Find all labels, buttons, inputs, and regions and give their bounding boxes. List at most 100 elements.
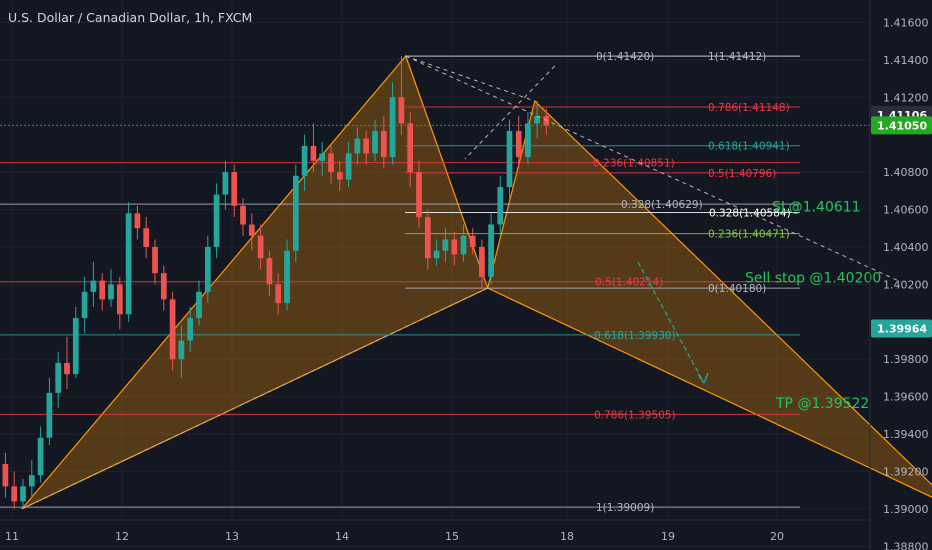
connector-xb — [21, 287, 488, 510]
candle-body — [204, 246, 211, 292]
candle-body — [416, 172, 422, 218]
candle-body — [213, 194, 220, 247]
candle-body — [319, 153, 326, 161]
candle-body — [222, 172, 229, 195]
pattern-bcd — [486, 99, 932, 498]
connector-extension — [464, 65, 556, 160]
candle-body — [451, 239, 458, 255]
candle-body — [534, 115, 540, 124]
x-tick-label: 14 — [335, 530, 349, 543]
y-tick-label: 1.41200 — [883, 91, 929, 104]
candle-body — [479, 246, 485, 277]
fib-level-label: 0.236(1.40851) — [593, 158, 675, 170]
fib-level-label: 0.328(1.40629) — [621, 199, 703, 211]
candle-body — [99, 280, 106, 300]
projection-arrow-head-icon — [697, 372, 709, 384]
candle-body — [497, 187, 504, 225]
y-tick-label: 1.41600 — [883, 16, 929, 29]
chart-grid — [0, 0, 870, 547]
fib-level-label: 0.786(1.41148) — [708, 102, 790, 114]
price-axis[interactable]: 1.41600 1.41400 1.41200 1.40800 1.40600 1.404… — [871, 16, 932, 550]
candle-body — [125, 213, 132, 315]
price-badge — [871, 319, 932, 338]
y-tick-label: 1.38800 — [883, 540, 929, 550]
candle-body — [525, 123, 531, 158]
candle-body — [407, 123, 414, 173]
candle-body — [515, 130, 522, 158]
candle-body — [301, 145, 308, 176]
y-tick-label: 1.41400 — [883, 54, 929, 67]
candle-body — [380, 130, 387, 158]
candle-body — [11, 486, 18, 502]
fib-level-label: 0.5(1.40796) — [708, 168, 776, 180]
candle-body — [46, 392, 53, 438]
x-tick-label: 20 — [770, 530, 784, 543]
candle-body — [292, 175, 299, 251]
candle-body — [108, 284, 114, 300]
y-tick-label: 1.39600 — [883, 391, 929, 404]
candle-body — [469, 235, 476, 247]
candle-body — [37, 437, 44, 476]
candle-body — [152, 246, 158, 274]
candle-body — [160, 273, 167, 300]
candle-body — [90, 280, 97, 292]
candle-body — [169, 299, 176, 360]
y-tick-label: 1.40800 — [883, 166, 929, 179]
fib-level-label: 0.618(1.39930) — [594, 330, 676, 342]
candle-body — [55, 362, 62, 393]
candle-body — [187, 318, 194, 341]
candle-body — [354, 138, 361, 154]
fib-level-label: 0.5(1.40214) — [595, 277, 663, 289]
overlay-lines — [0, 55, 898, 510]
fib-level-label: 0(1.41420) — [596, 51, 654, 63]
candles — [2, 56, 550, 509]
candle-body — [2, 463, 9, 487]
projection-arrow-line — [637, 261, 705, 384]
x-tick-label: 12 — [115, 530, 129, 543]
x-tick-label: 13 — [225, 530, 239, 543]
candle-body — [310, 145, 317, 161]
y-tick-label: 1.39000 — [883, 503, 929, 516]
trade-annotation: Sell stop @1.40200 — [745, 270, 881, 286]
fib-level-label: 0(1.40180) — [708, 283, 766, 295]
candle-body — [372, 130, 378, 154]
y-tick-label: 1.39200 — [883, 465, 929, 478]
candle-body — [240, 205, 246, 225]
candle-body — [116, 284, 123, 315]
candle-body — [442, 239, 449, 251]
fib-levels: 0(1.41420) 1(1.41412) 0.786(1.41148) 0.618(… — [0, 51, 800, 514]
candle-body — [363, 138, 370, 154]
fib-level-label: 0.236(1.40471) — [708, 229, 790, 241]
x-tick-label: 18 — [560, 530, 574, 543]
candle-body — [284, 250, 290, 304]
candle-body — [196, 291, 202, 319]
candle-body — [424, 217, 431, 259]
connector-ad — [405, 55, 898, 281]
fib-level-label: 1(1.41412) — [708, 51, 766, 63]
candle-body — [81, 291, 88, 319]
x-tick-label: 11 — [5, 530, 19, 543]
candle-body — [178, 340, 185, 360]
harmonic-pattern — [21, 54, 932, 510]
candle-body — [398, 97, 405, 124]
price-badge-label: 1.39964 — [877, 323, 927, 336]
y-tick-label: 1.39800 — [883, 353, 929, 366]
annotations: SL@1.40611 Sell stop @1.40200 TP @1.39522 — [745, 199, 881, 412]
candle-body — [72, 318, 79, 375]
price-badge-label: 1.41050 — [877, 119, 927, 132]
x-tick-label: 19 — [661, 530, 675, 543]
candle-body — [506, 130, 513, 188]
candle-body — [460, 235, 467, 255]
y-tick-label: 1.39400 — [883, 428, 929, 441]
candle-body — [28, 475, 35, 487]
chart-title: U.S. Dollar / Canadian Dollar, 1h, FXCM — [8, 10, 252, 25]
candle-body — [328, 153, 334, 173]
candle-body — [257, 235, 264, 259]
time-axis[interactable]: 11 12 13 14 15 18 19 20 — [5, 530, 784, 543]
fib-level-label: 0.786(1.39505) — [594, 409, 676, 421]
candle-body — [134, 213, 141, 229]
price-badge — [871, 116, 932, 135]
candle-body — [20, 486, 26, 502]
x-tick-label: 15 — [445, 530, 459, 543]
